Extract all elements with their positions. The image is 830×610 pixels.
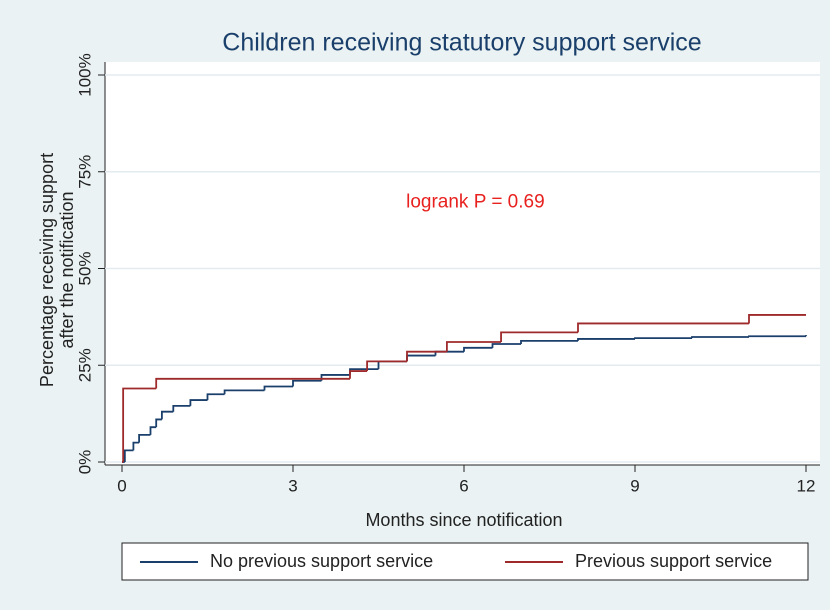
step-segment xyxy=(155,418,162,428)
annotation: logrank P = 0.69 xyxy=(406,192,545,213)
step-segment xyxy=(292,379,322,387)
step-segment xyxy=(161,410,174,420)
x-axis-label: Months since notification xyxy=(365,510,562,530)
y-tick-label: 50% xyxy=(75,251,94,285)
step-segment xyxy=(366,360,407,372)
legend-label: No previous support service xyxy=(210,551,433,571)
step-segment xyxy=(155,377,350,389)
legend xyxy=(121,542,809,581)
step-segment xyxy=(748,335,806,338)
step-segment xyxy=(263,385,293,391)
x-tick-label: 9 xyxy=(630,476,639,495)
step-segment xyxy=(500,331,578,343)
plot-area xyxy=(105,62,820,465)
legend-label: Previous support service xyxy=(575,551,772,571)
step-segment xyxy=(223,389,265,395)
x-tick-label: 3 xyxy=(288,476,297,495)
y-tick-label: 100% xyxy=(75,53,94,96)
chart-title: Children receiving statutory support ser… xyxy=(222,29,701,57)
y-axis-label: Percentage receiving support xyxy=(37,153,57,387)
step-segment xyxy=(122,387,157,462)
step-segment xyxy=(748,314,806,324)
y-axis-label: after the notification xyxy=(57,191,77,348)
step-segment xyxy=(132,441,140,451)
step-segment xyxy=(149,426,157,435)
step-segment xyxy=(206,393,225,401)
step-segment xyxy=(463,346,493,352)
step-segment xyxy=(138,434,151,443)
step-segment xyxy=(577,338,635,341)
y-tick-label: 75% xyxy=(75,155,94,189)
y-tick-label: 0% xyxy=(75,450,94,475)
step-segment xyxy=(123,449,134,462)
x-tick-label: 6 xyxy=(459,476,468,495)
step-segment xyxy=(189,399,208,406)
x-tick-label: 12 xyxy=(797,476,816,495)
step-segment xyxy=(446,341,502,352)
x-tick-label: 0 xyxy=(117,476,126,495)
step-segment xyxy=(172,404,191,412)
step-segment xyxy=(577,322,749,333)
step-segment xyxy=(634,337,692,340)
y-tick-label: 25% xyxy=(75,348,94,382)
step-segment xyxy=(691,336,749,339)
step-segment xyxy=(520,339,578,344)
step-segment xyxy=(491,343,521,348)
step-segment xyxy=(406,350,447,362)
step-segment xyxy=(349,370,368,379)
